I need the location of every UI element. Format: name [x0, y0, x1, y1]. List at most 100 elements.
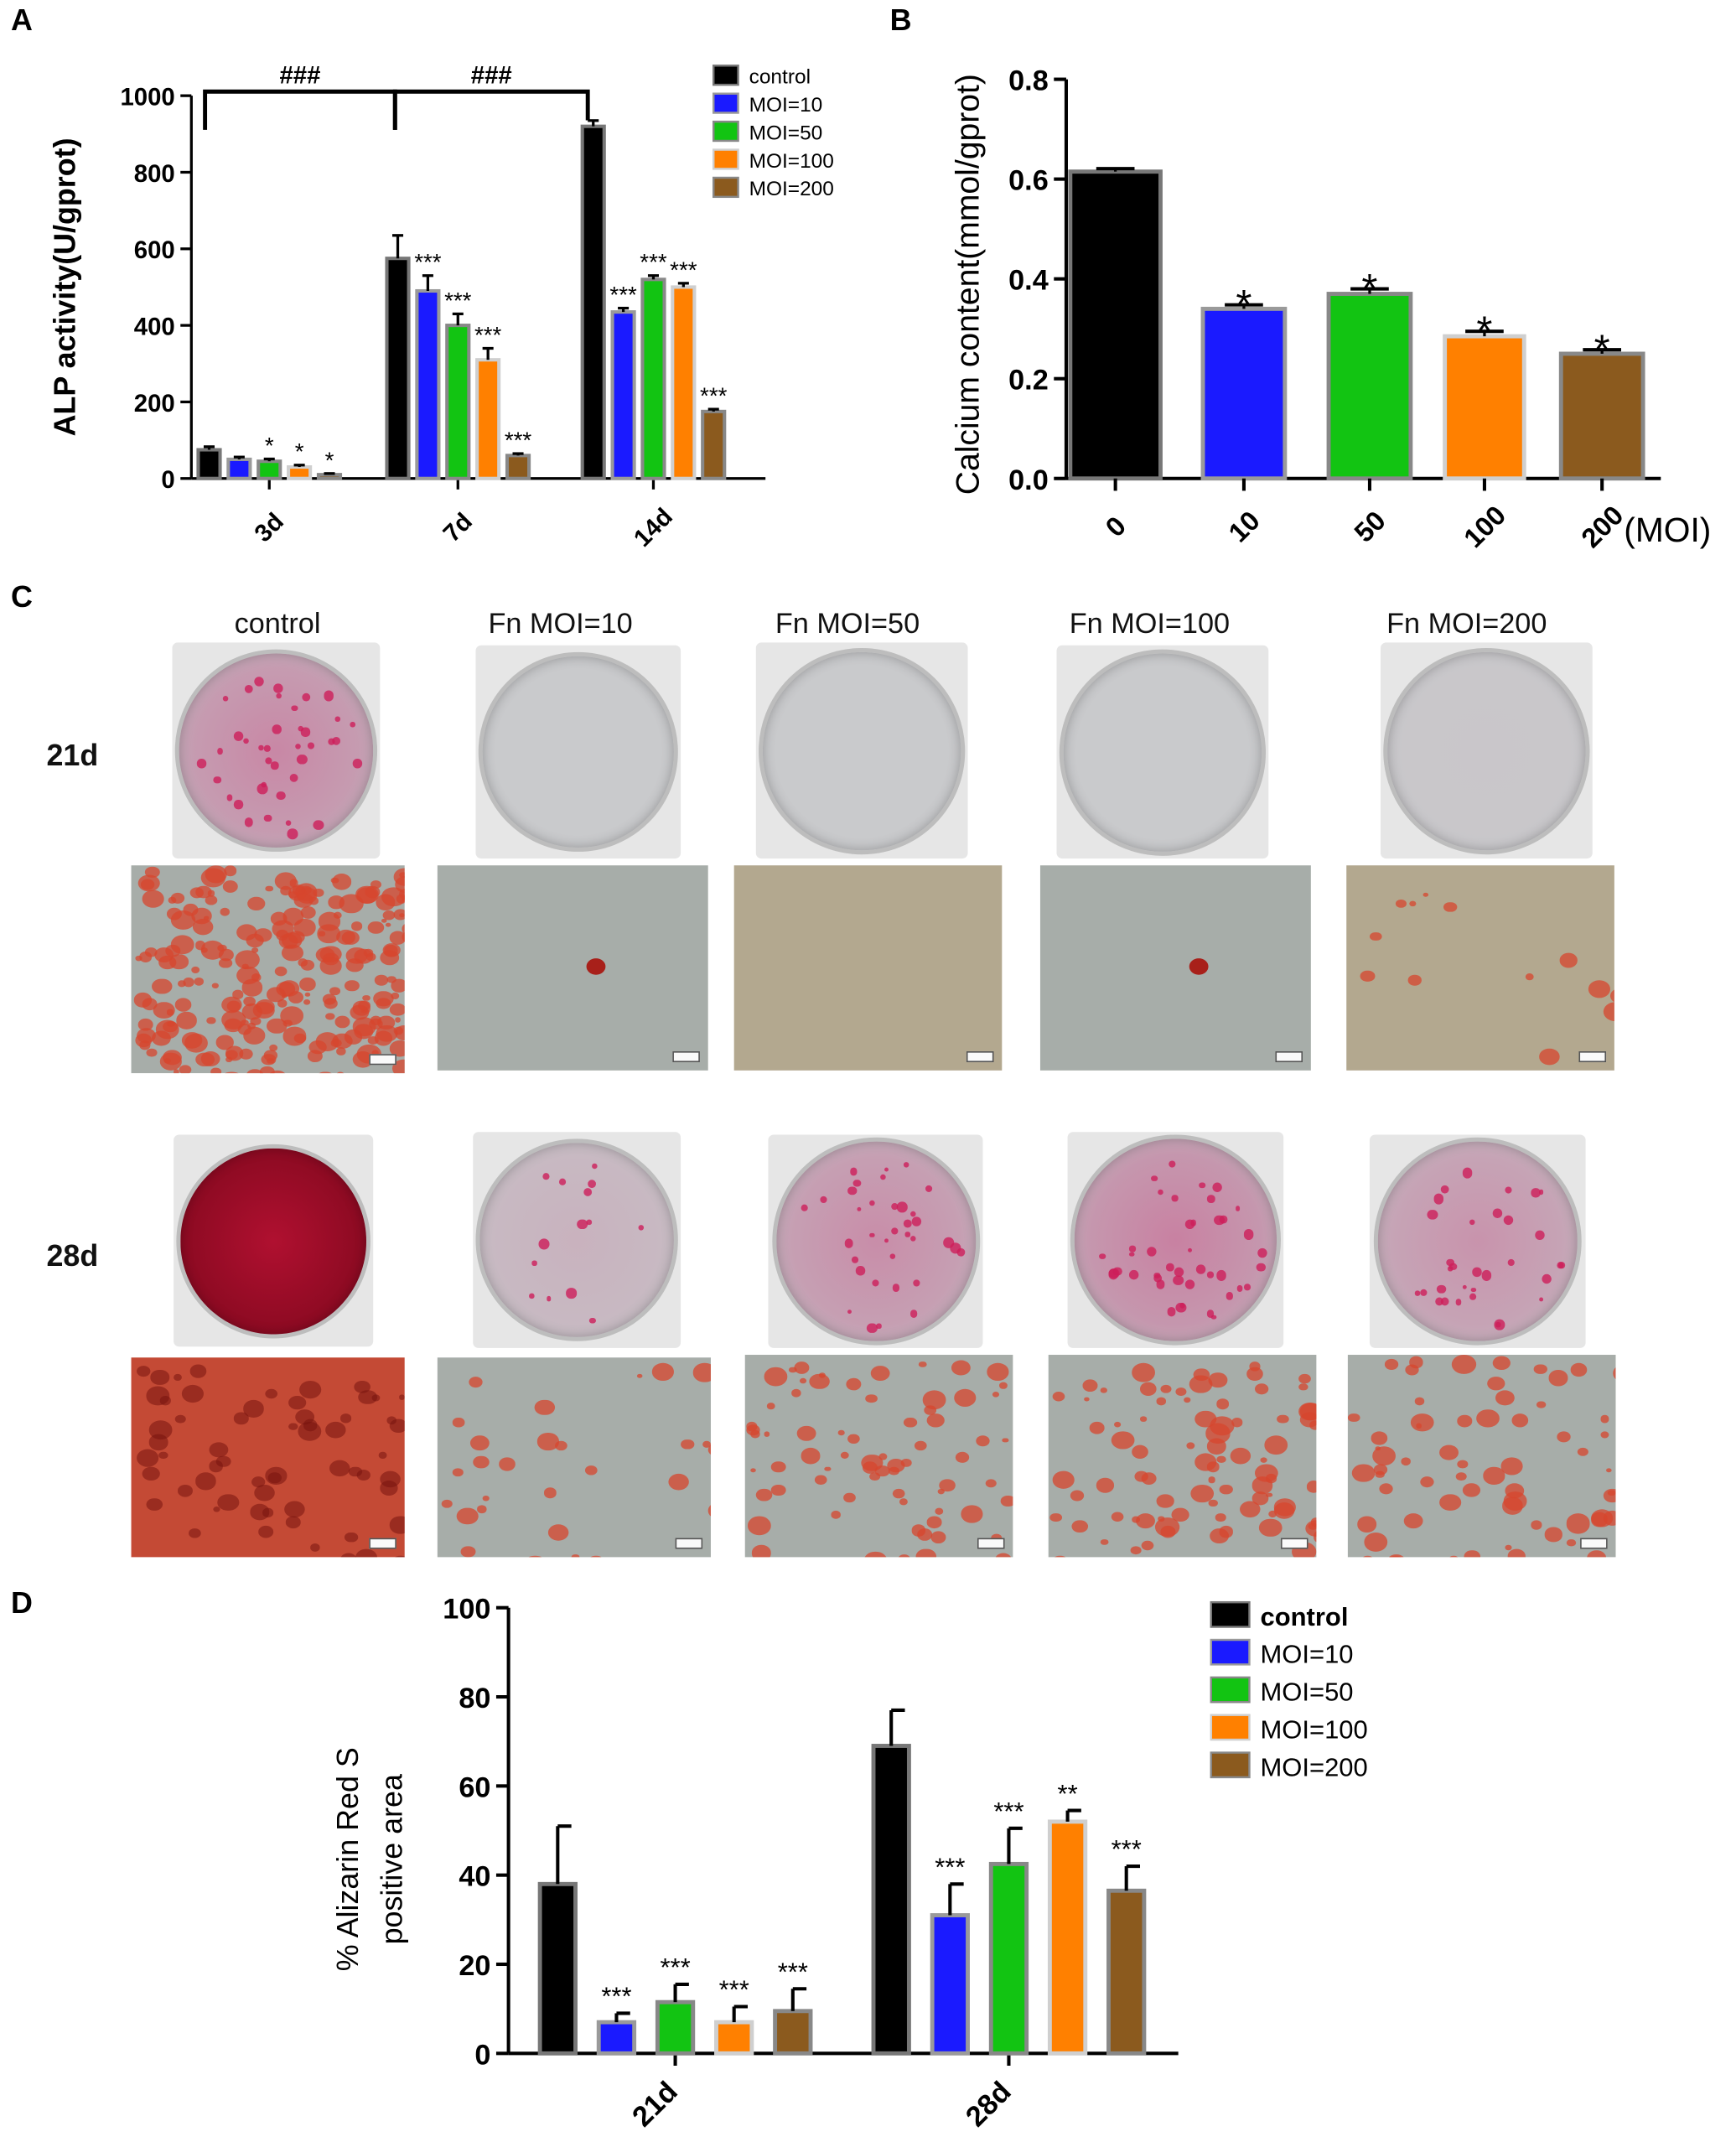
stain-deposit — [1487, 1376, 1505, 1390]
stain-spot — [287, 828, 298, 839]
stain-spot — [890, 1202, 899, 1211]
bar — [714, 2020, 754, 2056]
stain-spot — [547, 1296, 552, 1301]
stain-deposit — [219, 1071, 243, 1074]
significance-label: *** — [670, 257, 697, 283]
x-tick-label: 7d — [438, 507, 478, 547]
stain-deposit — [1096, 1478, 1115, 1493]
stain-deposit — [584, 1465, 599, 1476]
stain-deposit — [251, 1476, 265, 1488]
stain-spot — [1257, 1247, 1267, 1258]
bar — [505, 454, 531, 480]
microscopy-image — [437, 865, 708, 1071]
bar — [226, 457, 252, 480]
stain-deposit — [282, 1027, 306, 1045]
stain-deposit — [210, 1068, 221, 1074]
stain-spot — [910, 1235, 917, 1242]
stain-deposit — [814, 1475, 827, 1486]
stain-spot — [1129, 1252, 1134, 1258]
stain-spot — [323, 690, 334, 701]
significance-label: *** — [719, 1975, 749, 2005]
stain-deposit — [1373, 1464, 1388, 1476]
stain-deposit — [143, 889, 165, 908]
stain-spot — [889, 1254, 895, 1260]
significance-label: * — [325, 447, 334, 473]
stain-deposit — [1139, 1382, 1157, 1397]
stain-deposit — [1089, 1422, 1105, 1434]
significance-label: ** — [1058, 1779, 1078, 1808]
stain-deposit — [788, 1367, 797, 1373]
stain-deposit — [841, 1452, 850, 1460]
stain-deposit — [288, 891, 298, 899]
stain-spot — [1166, 1263, 1174, 1271]
stain-spot — [903, 1219, 912, 1228]
stain-spot — [264, 814, 272, 822]
x-tick-label: 21d — [626, 2076, 684, 2134]
stain-deposit — [924, 1405, 936, 1415]
bar — [1047, 1819, 1088, 2056]
stain-deposit — [148, 1434, 168, 1450]
stain-deposit — [1577, 1447, 1588, 1456]
stain-deposit — [333, 912, 343, 920]
stain-deposit — [771, 1461, 786, 1473]
stain-spot — [226, 794, 233, 801]
stain-deposit — [1503, 1491, 1527, 1511]
stain-deposit — [1457, 1460, 1469, 1470]
stain-spot — [1539, 1190, 1544, 1195]
stain-deposit — [1463, 1482, 1481, 1497]
stain-deposit — [1483, 1467, 1505, 1485]
stain-spot — [245, 684, 253, 693]
stain-deposit — [915, 1548, 936, 1558]
stain-deposit — [1492, 1356, 1511, 1371]
stain-spot — [328, 738, 335, 745]
stain-deposit — [138, 1018, 153, 1031]
stain-spot — [1146, 1247, 1157, 1258]
stain-spot — [291, 704, 298, 712]
stain-deposit — [298, 1380, 321, 1398]
well-circle — [1383, 647, 1590, 854]
stain-deposit — [183, 978, 194, 987]
stain-spot — [353, 759, 362, 768]
stain-deposit — [1190, 1484, 1214, 1503]
stain-deposit — [707, 1443, 711, 1457]
stain-spot — [910, 1211, 917, 1217]
stain-deposit — [267, 1070, 288, 1074]
stain-deposit — [831, 1510, 841, 1518]
stain-deposit — [543, 1487, 557, 1498]
stain-deposit — [367, 921, 385, 935]
stain-deposit — [1172, 1508, 1189, 1522]
stain-deposit — [249, 1016, 262, 1026]
stain-spot — [313, 820, 324, 831]
stain-spot — [1214, 1214, 1225, 1225]
legend-label: MOI=50 — [1261, 1678, 1354, 1707]
stain-spot — [876, 1323, 882, 1329]
stain-deposit — [1539, 1048, 1560, 1065]
stain-deposit — [334, 1016, 350, 1029]
stain-deposit — [399, 1394, 405, 1400]
microscopy-image — [1347, 1355, 1616, 1558]
stain-spot — [852, 1256, 859, 1263]
stain-deposit — [381, 910, 396, 921]
bar — [196, 448, 222, 480]
stain-deposit — [1082, 1380, 1098, 1393]
scale-bar — [1280, 1538, 1308, 1549]
stain-deposit — [1160, 1384, 1172, 1394]
stain-deposit — [354, 1380, 371, 1393]
y-tick-label: 1000 — [120, 84, 174, 112]
bar — [871, 1744, 911, 2056]
stain-deposit — [295, 1409, 314, 1425]
stain-deposit — [707, 1501, 711, 1519]
stain-deposit — [152, 978, 172, 995]
stain-deposit — [354, 948, 374, 964]
stain-spot — [1542, 1273, 1552, 1284]
stain-deposit — [379, 1452, 387, 1459]
stain-deposit — [453, 1418, 464, 1428]
stain-deposit — [289, 879, 299, 887]
stain-spot — [925, 1185, 933, 1192]
well-circle — [1070, 1134, 1281, 1346]
stain-deposit — [846, 1377, 862, 1390]
stain-deposit — [329, 987, 341, 996]
stain-deposit — [468, 1377, 483, 1388]
x-axis-unit-label: (MOI) — [1624, 511, 1711, 549]
bar — [655, 1999, 696, 2056]
